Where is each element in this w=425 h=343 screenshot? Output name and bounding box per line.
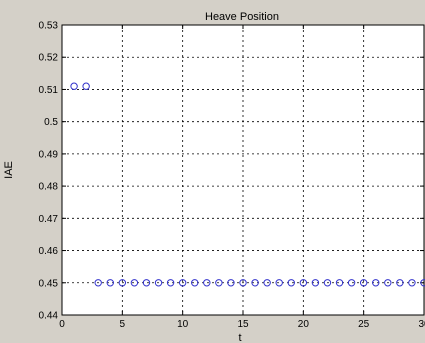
data-point [118, 279, 127, 287]
data-point [106, 279, 114, 287]
y-tick-label: 0.49 [39, 149, 59, 160]
y-tick-label: 0.5 [44, 117, 58, 128]
y-tick-labels: 0.44 0.45 0.46 0.47 0.48 0.49 0.5 0.51 0.52 0.53 [39, 21, 59, 322]
data-point [275, 279, 283, 287]
data-point [142, 279, 151, 287]
data-point [94, 279, 102, 287]
data-point [154, 279, 163, 287]
y-tick-label: 0.51 [39, 85, 59, 96]
data-point [178, 279, 187, 287]
data-point [251, 279, 259, 287]
x-tick-label: 20 [298, 319, 310, 330]
y-tick-label: 0.48 [39, 182, 59, 193]
y-axis-label: IAE [3, 161, 15, 179]
x-tick-label: 0 [59, 319, 65, 330]
data-point [227, 279, 235, 287]
data-markers [70, 82, 425, 287]
x-tick-labels: 0 5 10 15 20 25 30 [59, 319, 425, 330]
data-point [287, 279, 295, 287]
x-tick-label: 5 [120, 319, 126, 330]
data-point [347, 279, 356, 287]
y-tick-label: 0.47 [39, 214, 59, 225]
x-axis-label: t [238, 332, 241, 343]
grid-lines [62, 25, 424, 315]
y-tick-label: 0.45 [39, 278, 59, 289]
x-tick-label: 15 [237, 319, 249, 330]
chart-title: Heave Position [205, 11, 279, 23]
data-point [130, 279, 139, 287]
x-tick-label: 10 [177, 319, 189, 330]
data-point [408, 279, 416, 287]
data-point [311, 279, 320, 287]
data-point [323, 279, 332, 287]
data-point [191, 279, 199, 287]
data-point [82, 82, 90, 90]
y-tick-label: 0.52 [39, 53, 59, 64]
tick-marks [61, 24, 425, 316]
data-point [166, 279, 175, 287]
data-point [263, 279, 271, 287]
y-tick-label: 0.44 [39, 311, 59, 322]
data-point [70, 82, 78, 90]
y-tick-label: 0.53 [39, 21, 59, 32]
data-point [215, 279, 223, 287]
data-point [384, 279, 392, 287]
data-point [359, 279, 368, 287]
x-tick-label: 30 [418, 319, 425, 330]
x-tick-label: 25 [358, 319, 370, 330]
data-point [335, 279, 344, 287]
data-point [396, 279, 404, 287]
data-point [420, 279, 425, 287]
data-point [203, 279, 211, 287]
data-point [372, 279, 380, 287]
y-tick-label: 0.46 [39, 246, 59, 257]
data-point [299, 279, 308, 287]
data-point [239, 279, 247, 287]
